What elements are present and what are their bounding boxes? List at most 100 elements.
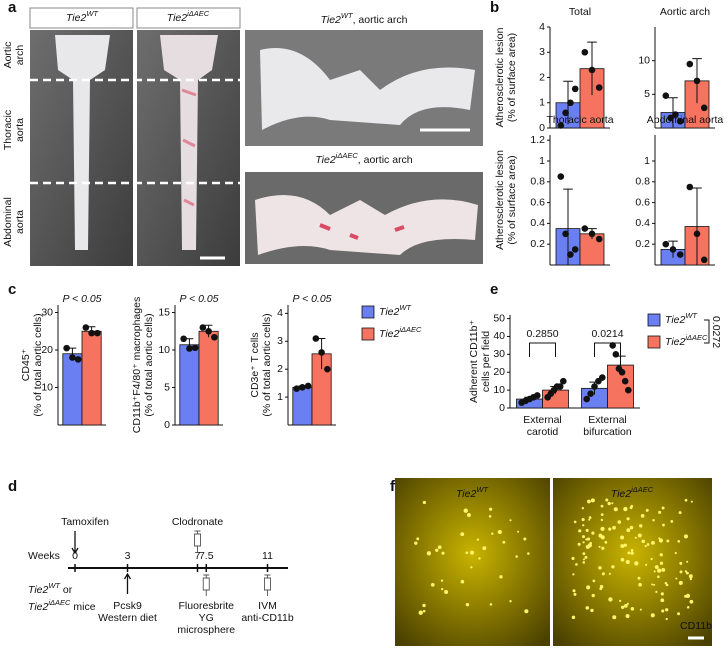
- y-tick-label: 0.2: [530, 238, 545, 250]
- bright-spot: [465, 551, 469, 555]
- bright-spot: [497, 529, 502, 535]
- data-point: [556, 383, 564, 390]
- y-tick-label: 3: [539, 46, 545, 58]
- genotype: iΔAEC: [399, 325, 422, 334]
- data-point: [591, 383, 598, 390]
- p-value: 0.0272: [710, 316, 722, 348]
- data-point: [612, 351, 620, 358]
- bright-spot: [607, 501, 611, 506]
- label: Tie2WT: [66, 9, 99, 24]
- data-point: [571, 246, 579, 253]
- bright-spot: [591, 593, 595, 598]
- bright-spot: [688, 574, 693, 579]
- syringe: [194, 530, 201, 552]
- bright-spot: [617, 520, 622, 524]
- y-tick-label: 2: [539, 71, 545, 83]
- data-point: [567, 99, 574, 107]
- data-point: [676, 251, 684, 258]
- bright-spot: [470, 566, 473, 569]
- y-tick-label: 4: [277, 307, 283, 319]
- bright-spot: [677, 540, 681, 543]
- data-point: [82, 324, 90, 331]
- bright-spot: [689, 577, 693, 581]
- y-tick-label: 0.2: [635, 238, 650, 250]
- bright-spot: [662, 523, 665, 527]
- bright-spot: [582, 552, 586, 556]
- event-label: Tamoxifen: [61, 516, 109, 528]
- chart-title: Aortic arch: [660, 6, 710, 18]
- bright-spot: [585, 606, 590, 610]
- bright-spot: [684, 498, 688, 502]
- data-point: [312, 335, 320, 342]
- arrow: [71, 531, 79, 555]
- data-point: [94, 329, 101, 337]
- data-point: [534, 392, 541, 399]
- bright-spot: [658, 538, 664, 543]
- bright-spot: [664, 581, 668, 585]
- bright-spot: [422, 500, 427, 505]
- bright-spot: [418, 610, 423, 615]
- gene: Tie2: [379, 306, 399, 318]
- arrow: [123, 572, 132, 594]
- bright-spot: [488, 515, 492, 518]
- data-point: [304, 382, 312, 390]
- label: Tie2iΔAEC: [665, 333, 708, 348]
- y-tick-label: 1: [277, 391, 283, 403]
- region-line: aorta: [14, 118, 26, 142]
- bar: [179, 344, 200, 426]
- bright-spot: [581, 506, 585, 510]
- bright-spot: [440, 579, 444, 582]
- gene: Tie2: [456, 488, 476, 500]
- lesion: [319, 223, 405, 240]
- bright-spot: [634, 536, 637, 539]
- bright-spot: [639, 524, 643, 528]
- bright-spot: [644, 545, 647, 548]
- gene: Tie2: [167, 12, 187, 24]
- bright-spot: [679, 561, 683, 565]
- bright-spot: [626, 602, 629, 606]
- data-point: [625, 386, 632, 394]
- bar: [292, 386, 313, 426]
- bright-spot: [653, 583, 656, 586]
- region-label: Thoracicaorta: [2, 110, 26, 150]
- panel-label: e: [490, 281, 498, 298]
- bright-spot: [582, 524, 585, 527]
- bright-spot: [499, 575, 503, 579]
- panel-label: c: [8, 281, 16, 298]
- y-label-line: (% of total aortic cells): [32, 313, 44, 416]
- y-tick-label: 0.4: [530, 217, 545, 229]
- y-tick-label: 10: [493, 384, 505, 396]
- label: Tie2WT, aortic arch: [321, 11, 408, 26]
- data-point: [571, 85, 579, 93]
- genotype: WT: [48, 581, 61, 590]
- region-line: Thoracic: [2, 110, 14, 150]
- bright-spot: [661, 506, 665, 510]
- bright-spot: [656, 568, 662, 573]
- bright-spot: [578, 529, 582, 533]
- gene: Tie2: [28, 601, 48, 613]
- region-label: Aorticarch: [2, 42, 26, 69]
- bright-spot: [689, 599, 694, 604]
- bright-spot: [658, 510, 662, 514]
- y-tick-label: 0: [164, 419, 170, 431]
- data-point: [700, 104, 708, 112]
- region-label: Abdominalaorta: [2, 197, 26, 247]
- legend-swatch: [647, 335, 661, 349]
- bright-spot: [690, 500, 693, 503]
- bright-spot: [684, 570, 688, 573]
- y-label-line: CD3e⁺ T cells: [249, 332, 261, 397]
- bright-spot: [620, 544, 625, 548]
- data-point: [588, 230, 596, 238]
- arch: [255, 195, 478, 255]
- event-label: anti-CD11b: [241, 612, 293, 624]
- data-point: [583, 395, 590, 403]
- y-tick-label: 0: [499, 402, 505, 414]
- y-axis-label: Atherosclerotic lesion(% of surface area…: [494, 27, 518, 127]
- bar: [81, 330, 102, 426]
- bright-spot: [600, 513, 604, 517]
- bright-spot: [587, 499, 591, 504]
- bright-spot: [626, 517, 630, 521]
- x-label-line: bifurcation: [583, 426, 632, 438]
- bright-spot: [575, 563, 578, 566]
- bright-spot: [524, 609, 529, 614]
